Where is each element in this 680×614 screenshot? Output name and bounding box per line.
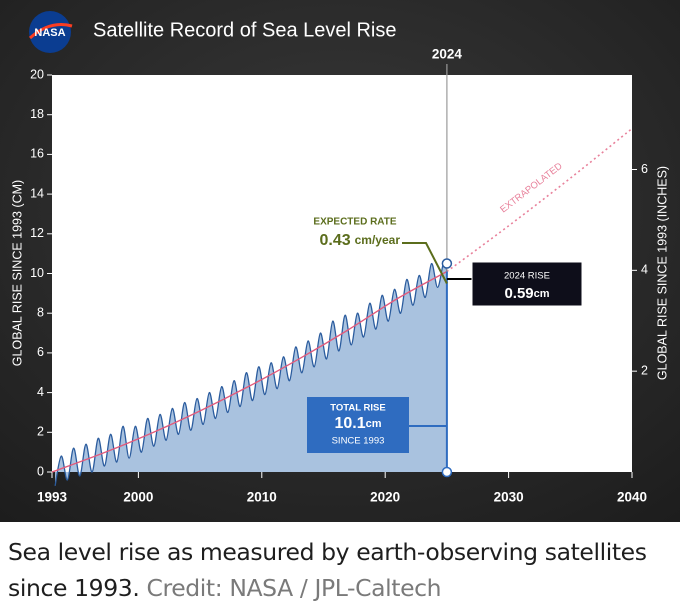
total-text: 10.1cm	[334, 415, 381, 432]
rate-text: 0.43 cm/year	[319, 232, 400, 249]
y-tick-label: 0	[37, 464, 44, 478]
y-tick-label: 12	[30, 226, 44, 240]
y-axis-label: GLOBAL RISE SINCE 1993 (CM)	[10, 180, 24, 366]
y2-tick-label: 4	[641, 263, 648, 277]
credit: Credit: NASA / JPL-Caltech	[146, 574, 442, 603]
rise-box	[471, 261, 583, 307]
x-tick-label: 2010	[247, 490, 277, 505]
marker-label: 2024	[432, 47, 463, 62]
y-tick-label: 6	[37, 345, 44, 359]
x-tick-label: 2040	[617, 490, 647, 505]
x-tick-label: 2000	[123, 490, 153, 505]
rise-unit: cm	[534, 288, 550, 300]
trend-line	[51, 270, 448, 473]
logo-disc	[29, 11, 71, 53]
y-tick-label: 4	[37, 385, 44, 399]
total-value: 10.1	[334, 415, 365, 432]
chart: NASA Satellite Record of Sea Level Rise …	[0, 0, 680, 522]
rate-leader	[402, 242, 448, 284]
y-tick-label: 16	[30, 147, 44, 161]
x-tick-label: 2030	[494, 490, 524, 505]
y-tick-label: 20	[30, 67, 44, 81]
rise-text: 0.59cm	[504, 285, 549, 302]
y-tick-label: 8	[37, 305, 44, 319]
rise-title: 2024 RISE	[504, 271, 550, 282]
y-tick-label: 2	[37, 425, 44, 439]
caption: Sea level rise as measured by earth-obse…	[0, 522, 680, 607]
logo-swoosh	[28, 23, 73, 40]
rise-value: 0.59	[504, 285, 533, 302]
total-box	[307, 397, 409, 453]
total-title: TOTAL RISE	[330, 403, 385, 414]
logo-text: NASA	[34, 27, 65, 39]
extrapolated-line	[446, 127, 633, 273]
logo: NASA	[28, 11, 73, 53]
rate-unit: cm/year	[355, 233, 401, 247]
y2-tick-label: 6	[641, 162, 648, 176]
total-note: SINCE 1993	[332, 436, 385, 447]
y-tick-label: 14	[30, 186, 44, 200]
y2-tick-label: 2	[641, 363, 648, 377]
y-tick-label: 10	[30, 266, 44, 280]
total-rise-bottom	[441, 466, 453, 478]
rate-title: EXPECTED RATE	[313, 217, 396, 228]
chart-title: Satellite Record of Sea Level Rise	[93, 19, 397, 41]
data-line	[54, 260, 448, 487]
caption-text: Sea level rise as measured by earth-obse…	[8, 538, 647, 603]
rate-value: 0.43	[319, 232, 350, 249]
total-unit: cm	[366, 418, 382, 430]
total-rise-top	[441, 258, 453, 269]
x-tick-label: 1993	[37, 490, 68, 505]
y-tick-label: 18	[30, 107, 44, 121]
y2-axis-label: GLOBAL RISE SINCE 1993 (INCHES)	[655, 166, 669, 380]
x-tick-label: 2020	[370, 490, 400, 505]
